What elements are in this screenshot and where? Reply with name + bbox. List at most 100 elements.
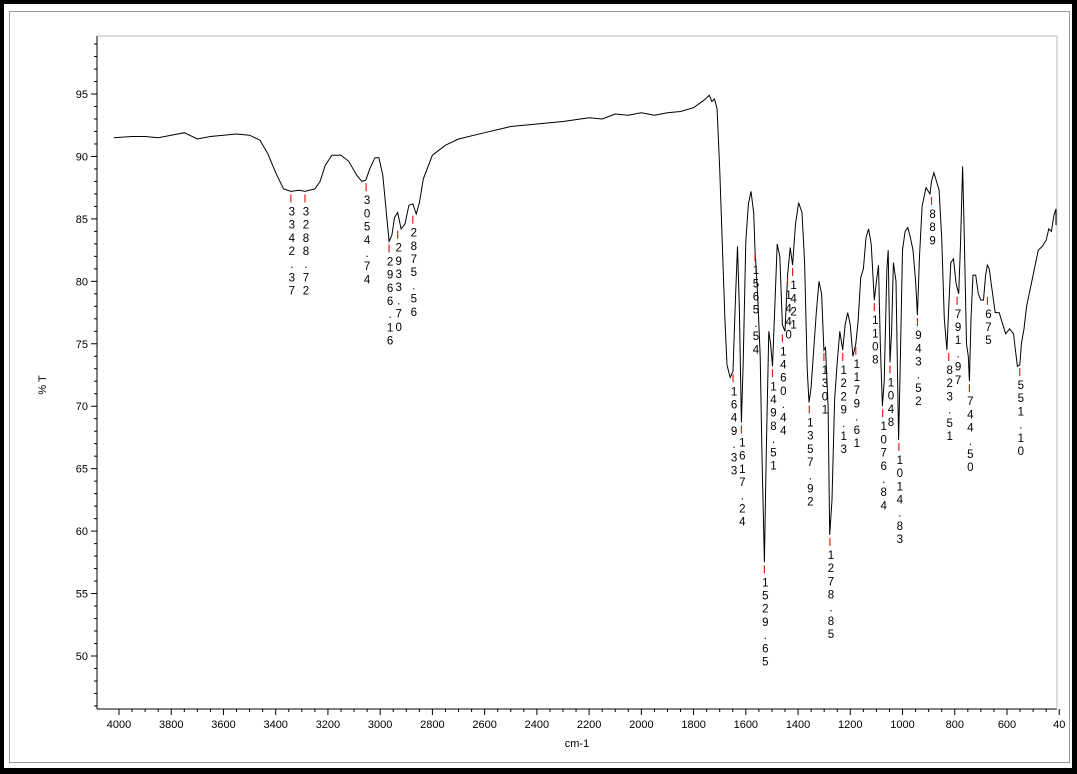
peak-label: 101 4.83 bbox=[897, 442, 904, 546]
peak-label-char: 2 bbox=[841, 378, 847, 390]
x-tick-label: 2200 bbox=[577, 719, 601, 731]
y-tick-label: 70 bbox=[76, 401, 88, 413]
peak-label-char: 1 bbox=[753, 265, 759, 277]
peak-label-char: 7 bbox=[967, 396, 973, 408]
x-axis-label: cm-1 bbox=[565, 738, 589, 750]
peak-label-char: 0 bbox=[872, 341, 878, 353]
peak-label-char: . bbox=[782, 399, 785, 411]
x-tick-label: 1800 bbox=[681, 719, 705, 731]
plot-panel bbox=[9, 11, 1070, 763]
peak-label-char: 5 bbox=[770, 447, 776, 459]
x-tick-label: 1600 bbox=[734, 719, 758, 731]
peak-label-char: 5 bbox=[947, 418, 953, 430]
peak-label-char: 0 bbox=[822, 391, 828, 403]
peak-label-char: 6 bbox=[387, 336, 393, 348]
peak-label-char: 8 bbox=[872, 355, 878, 367]
x-tick-label: 600 bbox=[998, 719, 1016, 731]
peak-label-char: 1 bbox=[822, 365, 828, 377]
peak-label-char: . bbox=[741, 490, 744, 502]
peak-label-char: 5 bbox=[1018, 393, 1024, 405]
peak-label-char: 1 bbox=[780, 346, 786, 358]
y-tick-label: 85 bbox=[76, 214, 88, 226]
peak-label-char: 9 bbox=[387, 270, 393, 282]
peak-label-char: 8 bbox=[411, 241, 417, 253]
x-tick-label: 3000 bbox=[368, 719, 392, 731]
peak-label: 551.10 bbox=[1018, 368, 1024, 458]
peak-label-char: 7 bbox=[955, 375, 961, 387]
peak-label-char: . bbox=[855, 412, 858, 424]
y-tick-label: 90 bbox=[76, 151, 88, 163]
peak-label-char: 9 bbox=[929, 235, 935, 247]
peak-label-char: . bbox=[304, 259, 307, 271]
y-tick-label: 95 bbox=[76, 89, 88, 101]
peak-label-char: 3 bbox=[822, 378, 828, 390]
peak-label-char: 2 bbox=[739, 503, 745, 515]
peak-label-char: 7 bbox=[880, 448, 886, 460]
peak-label: 744.50 bbox=[967, 384, 974, 474]
peak-label-char: 7 bbox=[364, 261, 370, 273]
peak-label-char: 8 bbox=[770, 421, 776, 433]
peak-label-char: 3 bbox=[731, 452, 737, 464]
peak-label-char: 4 bbox=[790, 293, 797, 305]
peak-label-char: 5 bbox=[915, 383, 921, 395]
peak-label-char: 1 bbox=[739, 464, 745, 476]
peak-label-char: 4 bbox=[364, 235, 371, 247]
peak-label-char: 3 bbox=[897, 534, 903, 546]
x-tick-label: 2400 bbox=[525, 719, 549, 731]
peak-label-char: 8 bbox=[929, 209, 935, 221]
y-axis-ticks: 95 90 85 80 75 70 65 60 55 50 bbox=[76, 43, 97, 707]
peak-label: 1 357.9 2 bbox=[807, 405, 813, 509]
peak-label-char: 1 bbox=[1018, 433, 1024, 445]
peak-label-char: 9 bbox=[395, 256, 401, 268]
peak-label-char: 3 bbox=[915, 356, 921, 368]
peak-label-char: 1 bbox=[822, 405, 828, 417]
spectrum-line bbox=[113, 94, 1057, 563]
peak-label-char: 5 bbox=[753, 305, 759, 317]
peak-label-char: . bbox=[917, 370, 920, 382]
peak-label-char: . bbox=[842, 418, 845, 430]
peak-label-char: 1 bbox=[739, 437, 745, 449]
peak-label-char: 5 bbox=[985, 335, 991, 347]
peak-label-char: 7 bbox=[303, 272, 309, 284]
peak-label-char: 9 bbox=[762, 617, 768, 629]
peak-label: 675 bbox=[985, 296, 992, 347]
peak-label-char: . bbox=[809, 470, 812, 482]
x-tick-label: 4000 bbox=[107, 719, 131, 731]
peak-label-char: 1 bbox=[841, 431, 847, 443]
peak-label-char: 4 bbox=[785, 316, 792, 328]
peak-label-char: 2 bbox=[303, 220, 309, 232]
peak-label-char: 9 bbox=[770, 408, 776, 420]
peak-label-char: 8 bbox=[303, 246, 309, 258]
x-tick-label: 2800 bbox=[420, 719, 444, 731]
peak-label-char: 3 bbox=[841, 444, 847, 456]
peak-label-char: 9 bbox=[731, 426, 737, 438]
peak-label-char: 0 bbox=[967, 462, 973, 474]
y-tick-label: 60 bbox=[76, 526, 88, 538]
peak-label-char: 1 bbox=[785, 290, 791, 302]
x-tick-label: 3800 bbox=[159, 719, 183, 731]
peak-label-char: 1 bbox=[854, 359, 860, 371]
peak-label-char: 5 bbox=[411, 294, 417, 306]
peak-label-char: 3 bbox=[807, 431, 813, 443]
peak-label-char: . bbox=[365, 248, 368, 260]
peak-label-char: 8 bbox=[929, 222, 935, 234]
peak-label-char: 3 bbox=[289, 206, 295, 218]
peak-label-char: 1 bbox=[897, 481, 903, 493]
peak-label-char: 2 bbox=[915, 396, 921, 408]
peak-label-char: . bbox=[732, 439, 735, 451]
peak-label-char: 4 bbox=[967, 423, 974, 435]
y-tick-label: 75 bbox=[76, 339, 88, 351]
peak-label-char: . bbox=[754, 318, 757, 330]
peak-label-char: 9 bbox=[841, 405, 847, 417]
peak-label: 823.51 bbox=[947, 353, 953, 443]
peak-label-char: 1 bbox=[897, 455, 903, 467]
peak-label-char: 7 bbox=[411, 254, 417, 266]
peak-label-char: 9 bbox=[807, 483, 813, 495]
